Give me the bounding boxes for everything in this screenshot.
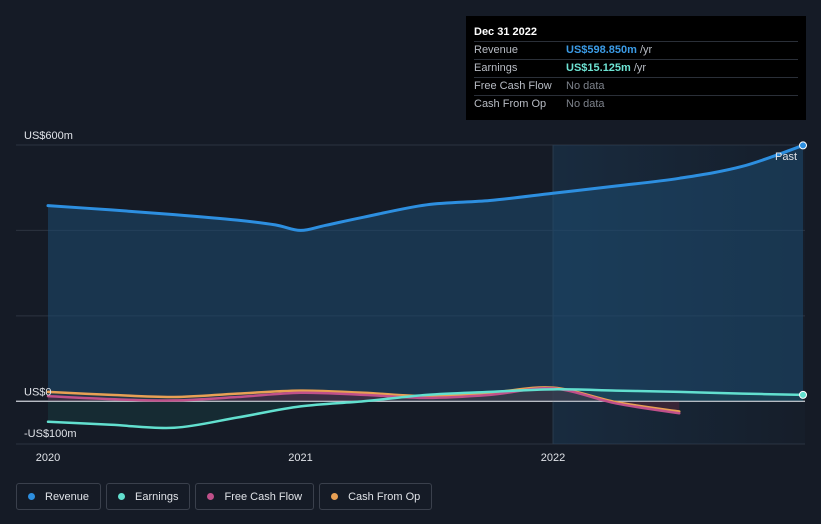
x-tick-label: 2020 xyxy=(36,452,60,464)
legend-item-free-cash-flow[interactable]: Free Cash Flow xyxy=(195,483,315,510)
series-area-earnings xyxy=(48,389,803,429)
tooltip-row-label: Revenue xyxy=(474,44,519,56)
series-line-fcf xyxy=(46,387,681,415)
series-endpoint-earnings xyxy=(799,390,807,399)
legend-item-earnings[interactable]: Earnings xyxy=(106,483,191,510)
tooltip-row: Free Cash Flow No data xyxy=(474,77,798,95)
series-area-cfo xyxy=(48,387,680,412)
y-tick-label: US$0 xyxy=(24,386,52,398)
legend-label: Earnings xyxy=(135,490,179,503)
series-endpoint-revenue xyxy=(799,141,807,150)
legend-item-cash-from-op[interactable]: Cash From Op xyxy=(319,483,433,510)
tooltip-row-label: Cash From Op xyxy=(474,98,547,110)
tooltip-row-label: Free Cash Flow xyxy=(474,80,552,92)
legend-item-revenue[interactable]: Revenue xyxy=(16,483,102,510)
tooltip-date: Dec 31 2022 xyxy=(474,26,537,38)
tooltip-row-value: No data xyxy=(566,98,605,110)
past-label: Past xyxy=(775,151,797,163)
legend-label: Revenue xyxy=(45,490,90,503)
legend: Revenue Earnings Free Cash Flow Cash From O… xyxy=(16,483,437,512)
legend-label: Cash From Op xyxy=(348,490,421,503)
tooltip-row-value: US$15.125m/yr xyxy=(566,62,647,74)
tooltip-row: Earnings US$15.125m/yr xyxy=(474,59,798,77)
tooltip-panel: Dec 31 2022 Revenue US$598.850m/yr Earning… xyxy=(466,16,806,120)
tooltip-row: Revenue US$598.850m/yr xyxy=(474,41,798,59)
legend-dot-icon xyxy=(118,493,126,500)
tooltip-row-label: Earnings xyxy=(474,62,518,74)
legend-label: Free Cash Flow xyxy=(224,490,303,503)
series-line-earnings xyxy=(46,388,805,430)
tooltip-row-value: US$598.850m/yr xyxy=(566,44,653,56)
x-tick-label: 2022 xyxy=(541,452,565,464)
legend-dot-icon xyxy=(207,493,215,500)
tooltip-row-value: No data xyxy=(566,80,605,92)
y-tick-label: -US$100m xyxy=(24,428,77,440)
legend-dot-icon xyxy=(331,493,339,500)
series-line-revenue xyxy=(46,143,805,232)
tooltip-row: Cash From Op No data xyxy=(474,95,798,113)
y-tick-label: US$600m xyxy=(24,130,73,142)
x-tick-label: 2021 xyxy=(288,452,312,464)
series-area-revenue xyxy=(48,145,803,402)
legend-dot-icon xyxy=(28,493,35,500)
